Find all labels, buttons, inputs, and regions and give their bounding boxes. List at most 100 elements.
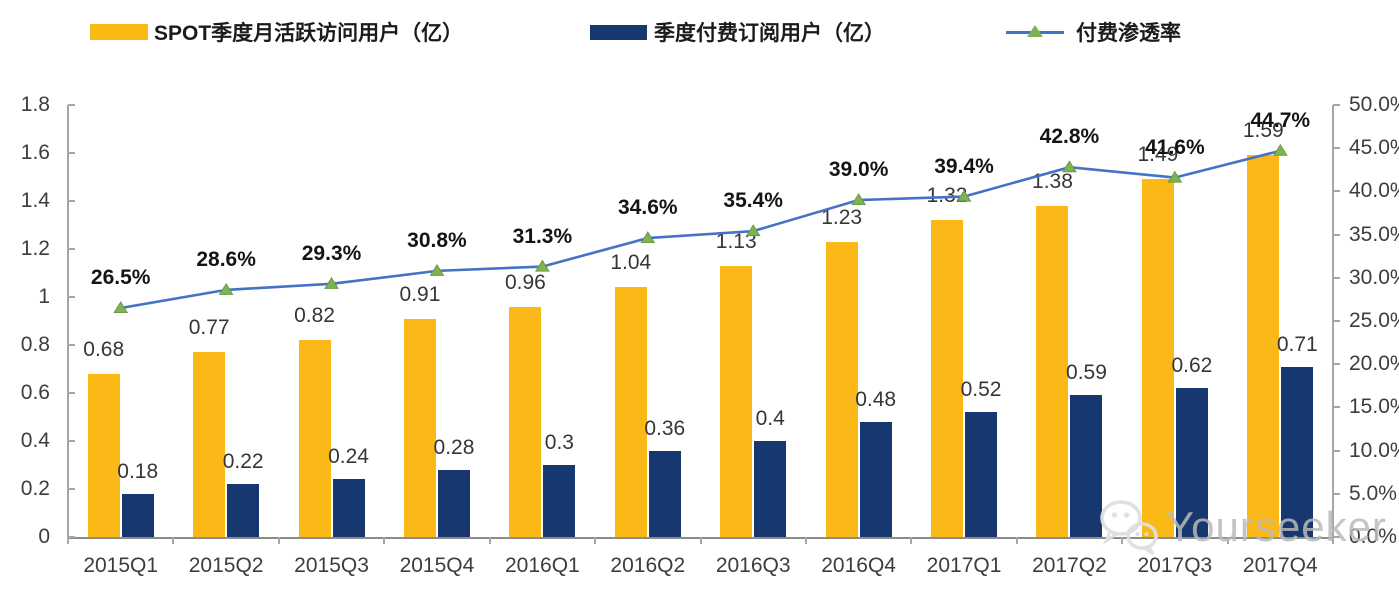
x-axis-category-label: 2017Q3 — [1137, 554, 1213, 577]
right-axis-tick-label: 50.0% — [1349, 93, 1399, 116]
right-axis-tick-label: 40.0% — [1349, 179, 1399, 203]
x-axis-category-label: 2015Q1 — [83, 554, 159, 577]
penetration-marker-icon — [429, 263, 445, 276]
bar-mau — [403, 318, 436, 537]
penetration-value-label: 34.6% — [618, 196, 678, 220]
right-axis-tick — [1333, 147, 1340, 150]
legend-swatch-subs-icon — [590, 24, 647, 40]
legend-label-subs: 季度付费订阅用户（亿） — [654, 22, 885, 45]
x-axis-category-label: 2016Q3 — [715, 554, 791, 577]
left-axis-tick — [68, 152, 75, 154]
left-axis-tick-label: 1 — [38, 285, 50, 308]
bar-mau-value-label: 0.77 — [188, 316, 230, 340]
legend-swatch-mau-icon — [90, 24, 148, 40]
legend-item-mau: SPOT季度月活跃访问用户（亿） — [90, 17, 463, 47]
bar-mau-value-label: 1.32 — [926, 184, 968, 208]
bar-mau — [193, 352, 226, 537]
bar-subs — [1070, 395, 1103, 537]
right-axis-tick — [1333, 406, 1340, 409]
x-axis-category-label: 2015Q2 — [188, 554, 264, 577]
x-axis-category-label: 2016Q2 — [610, 554, 686, 577]
x-axis-tick — [1332, 537, 1334, 544]
penetration-marker-icon — [324, 276, 339, 289]
bar-subs — [543, 465, 576, 537]
legend-item-subs: 季度付费订阅用户（亿） — [590, 17, 885, 47]
left-axis-tick-label: 0.2 — [20, 477, 50, 500]
right-axis-tick-label: 5.0% — [1349, 481, 1397, 505]
bar-mau — [509, 306, 542, 537]
bar-subs-value-label: 0.36 — [644, 416, 686, 440]
bar-subs-value-label: 0.59 — [1066, 361, 1107, 385]
penetration-marker-icon — [640, 231, 656, 244]
left-axis-tick — [68, 488, 75, 490]
left-axis-tick-label: 0.6 — [20, 381, 50, 404]
right-axis-tick — [1333, 276, 1340, 279]
bar-subs-value-label: 0.3 — [544, 431, 574, 454]
x-axis-tick — [594, 537, 597, 544]
right-axis-tick-label: 45.0% — [1349, 136, 1399, 160]
legend-line-marker-icon — [1006, 24, 1064, 40]
x-axis-tick — [383, 537, 386, 544]
legend-label-mau: SPOT季度月活跃访问用户（亿） — [154, 22, 464, 45]
right-axis-tick-label: 30.0% — [1349, 265, 1399, 289]
bar-subs-value-label: 0.24 — [328, 445, 369, 469]
x-axis-tick — [699, 537, 702, 544]
bar-subs — [648, 450, 681, 537]
x-axis-tick — [910, 537, 913, 544]
penetration-marker-icon — [218, 282, 234, 295]
left-axis-tick — [68, 344, 75, 346]
left-axis-tick — [68, 536, 75, 538]
bar-mau — [298, 340, 331, 537]
x-axis-tick — [1015, 537, 1018, 544]
bar-mau-value-label: 1.59 — [1242, 119, 1284, 143]
x-axis-category-label: 2015Q4 — [399, 554, 475, 577]
right-axis-line — [1332, 105, 1334, 539]
x-axis-category-label: 2017Q2 — [1032, 554, 1107, 577]
penetration-marker-icon — [851, 193, 867, 206]
left-axis-tick-label: 1.2 — [20, 237, 50, 260]
bar-subs — [1175, 388, 1208, 537]
bar-subs — [437, 469, 470, 537]
right-axis-tick — [1333, 104, 1340, 106]
x-axis-category-label: 2017Q4 — [1242, 554, 1318, 577]
penetration-marker-icon — [534, 259, 550, 272]
penetration-value-label: 41.6% — [1145, 135, 1205, 159]
right-axis-tick — [1333, 363, 1340, 366]
bar-mau-value-label: 0.91 — [399, 282, 441, 306]
left-axis-tick — [68, 440, 75, 442]
right-axis-tick-label: 20.0% — [1349, 352, 1399, 376]
bar-mau-value-label: 1.38 — [1032, 169, 1073, 193]
x-axis-tick — [1226, 537, 1229, 544]
bar-mau-value-label: 0.68 — [83, 337, 125, 361]
bar-subs — [121, 493, 154, 537]
penetration-marker-icon — [1272, 143, 1288, 156]
penetration-value-label: 31.3% — [512, 224, 573, 248]
left-axis-tick — [68, 200, 75, 202]
left-axis-tick-label: 1.6 — [20, 141, 50, 164]
x-axis-tick — [172, 537, 175, 544]
right-axis-tick-label: 25.0% — [1349, 309, 1399, 332]
left-axis-tick-label: 0.4 — [20, 429, 50, 452]
left-axis-tick — [68, 392, 75, 394]
bar-subs-value-label: 0.62 — [1171, 354, 1213, 378]
right-axis-tick — [1333, 190, 1340, 193]
left-axis-tick-label: 0.8 — [20, 333, 50, 356]
penetration-value-label: 26.5% — [90, 266, 151, 290]
bar-subs-value-label: 0.71 — [1276, 332, 1318, 356]
x-axis-category-label: 2017Q1 — [926, 554, 1002, 577]
bar-mau — [87, 373, 120, 537]
legend-label-penetration: 付费渗透率 — [1076, 22, 1181, 45]
penetration-value-label: 35.4% — [723, 189, 783, 213]
bar-subs — [859, 421, 892, 537]
left-axis-tick — [68, 104, 75, 106]
x-axis-tick — [277, 537, 280, 544]
bar-subs-value-label: 0.22 — [222, 450, 264, 474]
right-axis-tick — [1333, 449, 1340, 452]
right-axis-tick — [1333, 492, 1340, 495]
watermark: Yourseeker — [1096, 496, 1387, 558]
right-axis-tick-label: 0.0% — [1349, 525, 1397, 548]
penetration-value-label: 28.6% — [196, 247, 256, 271]
x-axis-category-label: 2016Q1 — [505, 554, 580, 577]
legend-item-penetration: 付费渗透率 — [1006, 17, 1181, 47]
right-axis-tick — [1333, 320, 1340, 322]
